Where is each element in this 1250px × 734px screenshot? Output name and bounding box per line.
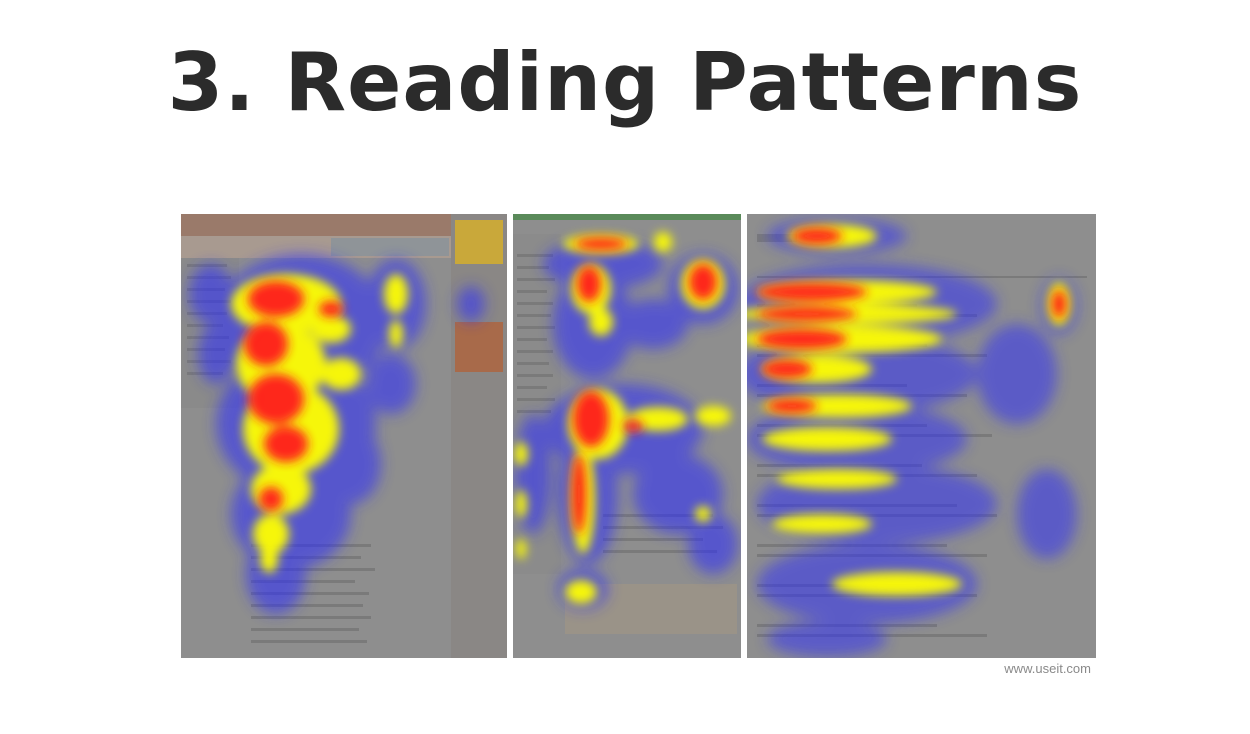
- slide-title: 3. Reading Patterns: [167, 36, 1083, 129]
- search-results-heatmap: [747, 214, 1096, 658]
- company-page-heatmap: [181, 214, 507, 658]
- source-credit: www.useit.com: [1004, 661, 1091, 676]
- product-page-heatmap: [513, 214, 741, 658]
